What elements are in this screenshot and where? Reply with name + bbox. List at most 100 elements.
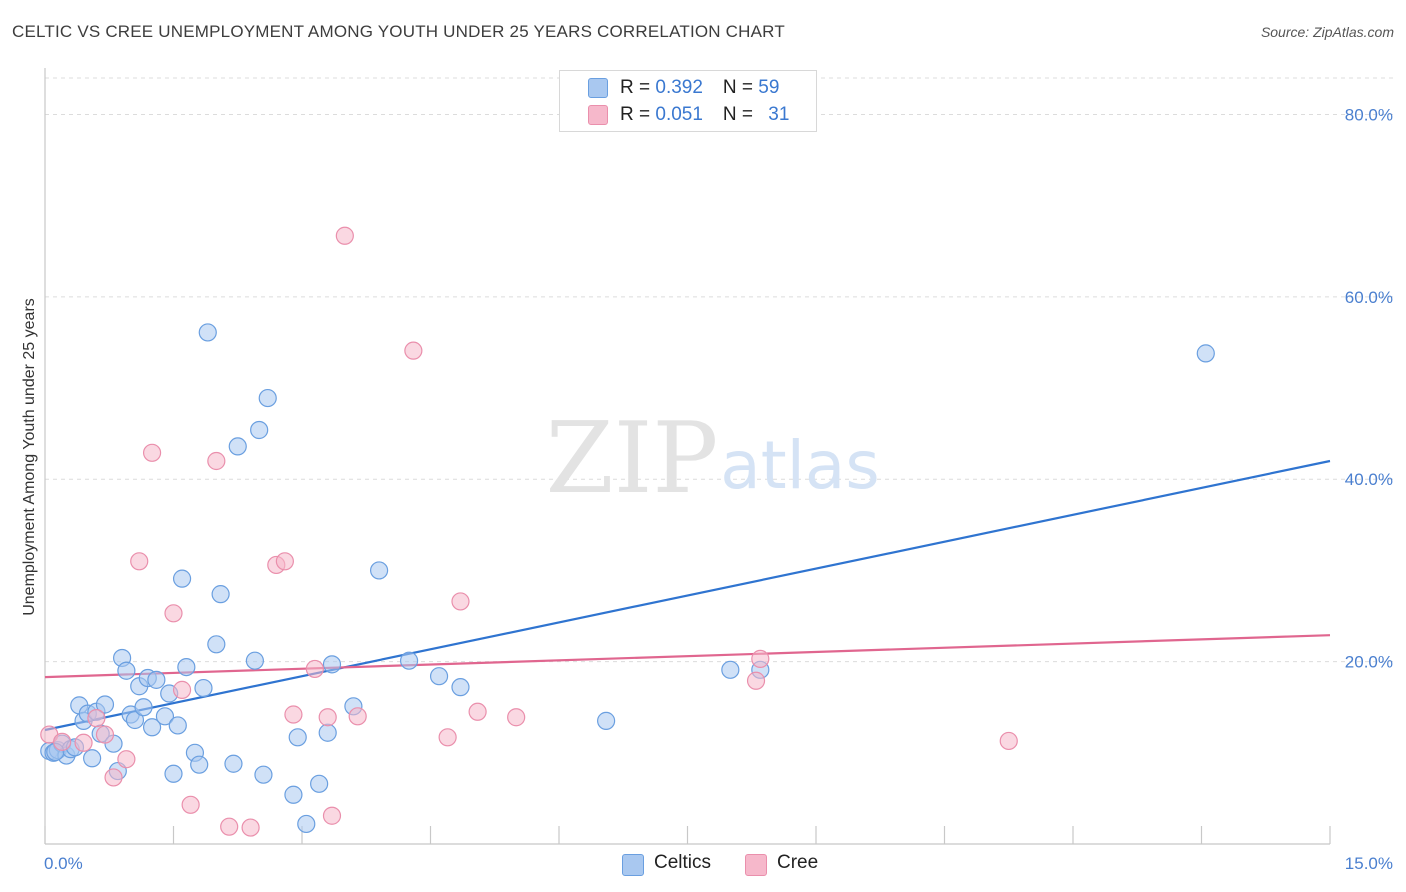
celtics-point xyxy=(155,707,175,726)
celtics-r-label: R = xyxy=(620,77,656,98)
cree-point xyxy=(117,750,136,769)
celtics-point xyxy=(194,678,213,698)
axes xyxy=(44,68,1331,845)
cree-n-label: N = xyxy=(722,104,759,125)
cree-point xyxy=(207,451,226,471)
celtics-point xyxy=(370,561,389,580)
celtics-point xyxy=(207,635,226,654)
celtics-point xyxy=(322,655,342,674)
celtics-point xyxy=(134,698,153,717)
cree-point xyxy=(318,708,337,727)
cree-point xyxy=(451,592,470,611)
celtics-legend-label: Celtics xyxy=(654,852,712,873)
celtics-point xyxy=(399,651,419,670)
watermark-zip: ZIP xyxy=(546,402,719,516)
celtics-point xyxy=(288,728,307,747)
cree-point xyxy=(751,649,770,668)
celtics-point xyxy=(177,657,196,677)
grid-lines xyxy=(45,77,1394,663)
cree-point xyxy=(87,709,106,728)
celtics-point xyxy=(211,585,230,604)
cree-point xyxy=(335,226,354,245)
celtics-point xyxy=(721,660,740,679)
cree-trend-line xyxy=(44,634,1331,679)
celtics-r-value: 0.392 xyxy=(655,77,703,98)
cree-point xyxy=(999,731,1018,751)
cree-point xyxy=(507,708,526,727)
tick-labels: 20.0% 40.0% 60.0% 80.0% 0.0% 15.0% xyxy=(44,105,1393,873)
celtics-point xyxy=(198,323,217,342)
cree-point xyxy=(284,705,303,724)
cree-point xyxy=(130,552,149,571)
correlation-legend: R = 0.392 N = 59 R = 0.051 N = 31 xyxy=(559,70,817,132)
cree-point xyxy=(241,818,260,837)
cree-swatch xyxy=(588,105,608,125)
cree-point xyxy=(305,659,324,679)
celtics-point xyxy=(258,388,277,408)
data-points xyxy=(40,226,1215,837)
cree-point xyxy=(74,733,93,752)
celtics-point xyxy=(95,695,115,714)
celtics-point xyxy=(597,711,616,730)
celtics-point xyxy=(1196,344,1215,363)
celtics-point xyxy=(284,785,303,804)
y-tick-label: 20.0% xyxy=(1345,653,1393,672)
cree-point xyxy=(172,680,192,699)
cree-r-label: R = xyxy=(620,104,656,125)
cree-point xyxy=(53,732,72,751)
celtics-n-value: 59 xyxy=(758,77,780,98)
celtics-point xyxy=(224,754,243,773)
cree-legend-label: Cree xyxy=(777,852,819,873)
watermark: ZIP atlas xyxy=(546,402,880,516)
celtics-point xyxy=(451,678,470,697)
cree-point xyxy=(164,604,183,623)
celtics-point xyxy=(297,814,316,834)
source-credit: Source: ZipAtlas.com xyxy=(1260,24,1394,40)
cree-legend-swatch xyxy=(745,854,767,876)
celtics-point xyxy=(172,569,192,588)
cree-point xyxy=(322,806,342,825)
cree-point xyxy=(438,728,457,747)
celtics-point xyxy=(83,749,102,768)
celtics-point xyxy=(190,755,209,774)
y-tick-label: 80.0% xyxy=(1345,105,1393,124)
cree-point xyxy=(181,795,200,814)
celtics-point xyxy=(228,437,247,456)
cree-point xyxy=(468,702,487,721)
celtics-n-label: N = xyxy=(722,77,759,98)
cree-point xyxy=(746,671,766,690)
cree-n-value: 31 xyxy=(768,104,790,125)
celtics-point xyxy=(245,651,264,670)
celtics-point xyxy=(142,718,162,737)
celtics-point xyxy=(164,764,183,783)
celtics-point xyxy=(125,710,145,730)
celtics-point xyxy=(250,420,269,440)
celtics-point xyxy=(117,661,136,680)
watermark-atlas: atlas xyxy=(720,427,880,504)
cree-point xyxy=(348,707,367,726)
y-tick-label: 40.0% xyxy=(1345,470,1393,489)
celtics-swatch xyxy=(588,78,608,98)
y-axis-label: Unemployment Among Youth under 25 years xyxy=(21,298,38,616)
celtics-point xyxy=(147,670,166,689)
x-tick-label: 0.0% xyxy=(44,854,83,873)
cree-point xyxy=(404,341,423,360)
cree-point xyxy=(104,768,123,787)
cree-point xyxy=(220,817,239,836)
cree-r-value: 0.051 xyxy=(655,104,703,125)
celtics-point xyxy=(168,716,187,735)
x-tick-label: 15.0% xyxy=(1345,854,1393,873)
celtics-point xyxy=(254,765,273,784)
chart-title: CELTIC VS CREE UNEMPLOYMENT AMONG YOUTH … xyxy=(12,22,785,41)
cree-point xyxy=(275,552,294,571)
cree-point xyxy=(142,443,162,462)
cree-point xyxy=(95,725,115,744)
celtics-point xyxy=(429,667,449,686)
celtics-point xyxy=(318,723,337,742)
celtics-point xyxy=(310,774,329,793)
trend-lines xyxy=(44,459,1331,732)
celtics-trend-line xyxy=(44,459,1331,732)
celtics-legend-swatch xyxy=(622,854,644,876)
y-tick-label: 60.0% xyxy=(1345,288,1393,307)
